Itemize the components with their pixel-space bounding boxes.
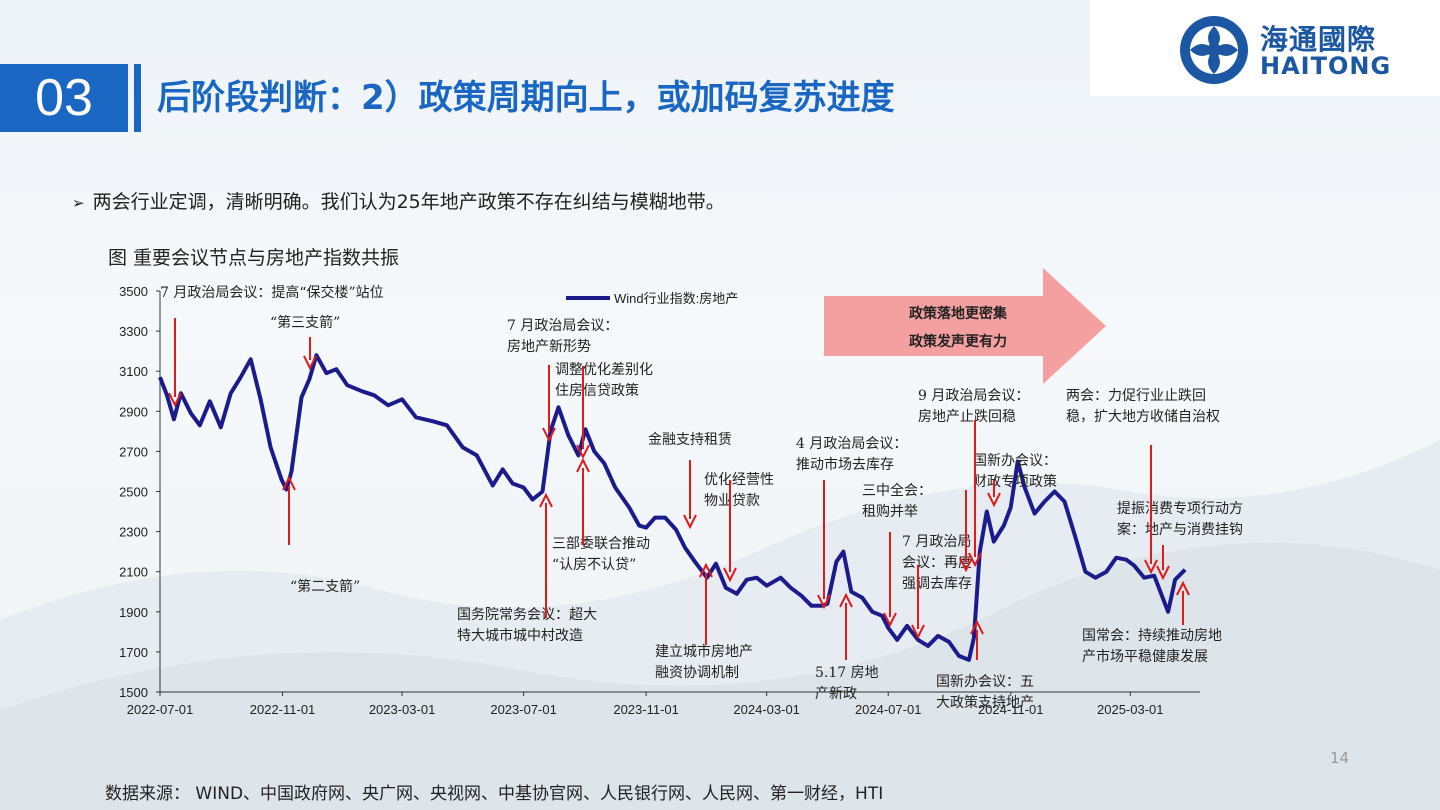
annotation-arrow-head bbox=[683, 514, 697, 530]
page-title: 后阶段判断：2）政策周期向上，或加码复苏进度 bbox=[157, 78, 895, 118]
annotation-label-5: 住房信贷政策 bbox=[555, 382, 639, 399]
haitong-logo-icon bbox=[1180, 16, 1248, 84]
annotation-label-13: 租购并举 bbox=[862, 504, 918, 520]
annotation-arrow-head bbox=[911, 624, 925, 640]
annotation-label-14: 强调去库存 bbox=[902, 576, 972, 592]
y-tick-label: 3100 bbox=[119, 364, 148, 379]
y-tick-label: 1900 bbox=[119, 605, 148, 620]
annotation-arrow-head bbox=[1156, 565, 1170, 581]
annotation-label-4: 房地产新形势 bbox=[507, 339, 591, 355]
annotation-label-7: 三部委联合推动 bbox=[552, 536, 650, 552]
x-tick-label: 2022-07-01 bbox=[127, 702, 194, 717]
annotation-label-4: 7 月政治局会议： bbox=[507, 318, 618, 334]
annotation-arrow-head bbox=[817, 594, 831, 610]
x-tick-label: 2023-03-01 bbox=[369, 702, 436, 717]
annotation-label-13: 三中全会： bbox=[862, 482, 932, 499]
annotation-label-18: 两会：力促行业止跌回 bbox=[1066, 388, 1206, 404]
annotation-label-18: 稳，扩大地方收储自治权 bbox=[1066, 409, 1220, 425]
annotation-label-11: 推动市场去库存 bbox=[796, 456, 894, 473]
annotation-label-11: 4 月政治局会议： bbox=[796, 436, 907, 452]
annotation-arrow-head bbox=[542, 427, 556, 443]
annotation-label-8: 特大城市城中村改造 bbox=[457, 627, 583, 644]
annotation-label-16: 财政专项政策 bbox=[973, 473, 1057, 490]
annotation-label-15: 9 月政治局会议： bbox=[918, 388, 1029, 404]
annotation-label-7: “认房不认贷” bbox=[552, 557, 636, 573]
y-tick-label: 2300 bbox=[119, 525, 148, 540]
annotation-label-19: 案：地产与消费挂钩 bbox=[1117, 521, 1243, 538]
annotation-label-15: 房地产止跌回稳 bbox=[918, 409, 1016, 425]
x-tick-label: 2022-11-01 bbox=[250, 702, 316, 717]
annotation-label-14: 7 月政治局 bbox=[902, 534, 971, 550]
x-tick-label: 2025-03-01 bbox=[1097, 702, 1164, 717]
x-tick-label: 2024-07-01 bbox=[855, 702, 922, 717]
annotation-label-12: 5.17 房地 bbox=[815, 665, 879, 681]
annotation-arrow-head bbox=[303, 355, 317, 371]
annotation-label-3: “第二支箭” bbox=[290, 578, 360, 595]
x-tick-label: 2024-03-01 bbox=[733, 702, 800, 717]
page-number: 14 bbox=[1330, 749, 1350, 767]
annotation-label-2: “第三支箭” bbox=[270, 314, 340, 331]
annotation-label-6: 金融支持租赁 bbox=[648, 432, 732, 448]
annotation-arrow-head bbox=[968, 552, 982, 568]
annotation-arrow-head bbox=[723, 567, 737, 583]
section-number: 03 bbox=[0, 64, 128, 132]
annotation-label-10: 融资协调机制 bbox=[655, 665, 739, 681]
y-tick-label: 1700 bbox=[119, 645, 148, 660]
y-tick-label: 2500 bbox=[119, 485, 148, 500]
x-tick-label: 2024-11-01 bbox=[978, 702, 1044, 717]
policy-banner-text: 政策落地更密集 bbox=[909, 305, 1008, 322]
logo-en-text: HAITONG bbox=[1260, 52, 1392, 80]
y-tick-label: 1500 bbox=[119, 685, 148, 700]
background-landscape bbox=[0, 440, 1440, 810]
annotation-label-20: 产市场平稳健康发展 bbox=[1082, 648, 1208, 665]
annotation-arrow-head bbox=[576, 457, 590, 473]
legend-label: Wind行业指数:房地产 bbox=[614, 291, 738, 306]
y-tick-label: 2700 bbox=[119, 444, 148, 459]
annotation-arrow-head bbox=[970, 619, 984, 635]
annotation-label-17: 大政策支持地产 bbox=[936, 694, 1034, 711]
annotation-arrow-head bbox=[883, 612, 897, 628]
y-tick-label: 3300 bbox=[119, 324, 148, 339]
annotation-arrow-head bbox=[576, 444, 590, 460]
annotation-label-16: 国新办会议： bbox=[973, 453, 1057, 469]
annotation-arrow-head bbox=[539, 492, 553, 508]
annotation-arrow-head bbox=[1176, 580, 1190, 596]
policy-banner-arrow bbox=[824, 268, 1106, 384]
bullet-text: 两会行业定调，清晰明确。我们认为25年地产政策不存在纠结与模糊地带。 bbox=[92, 191, 725, 213]
annotation-label-9: 物业贷款 bbox=[704, 493, 760, 509]
annotation-arrow-head bbox=[839, 592, 853, 608]
annotation-arrow-head bbox=[168, 392, 182, 408]
annotation-arrow-head bbox=[959, 557, 973, 573]
annotation-arrow-head bbox=[699, 562, 713, 578]
annotation-label-12: 产新政 bbox=[815, 686, 857, 702]
x-tick-label: 2023-11-01 bbox=[613, 702, 679, 717]
annotation-arrow-head bbox=[1144, 559, 1158, 575]
bullet-point: ➢ 两会行业定调，清晰明确。我们认为25年地产政策不存在纠结与模糊地带。 bbox=[72, 187, 725, 214]
x-tick-label: 2023-07-01 bbox=[490, 702, 557, 717]
series-line-real-estate-index bbox=[158, 353, 1187, 662]
y-tick-label: 2100 bbox=[119, 565, 148, 580]
figure-title: 图 重要会议节点与房地产指数共振 bbox=[108, 247, 400, 269]
annotation-label-20: 国常会：持续推动房地 bbox=[1082, 627, 1222, 644]
annotation-label-17: 国新办会议：五 bbox=[936, 674, 1034, 690]
annotation-label-1: 7 月政治局会议：提高“保交楼”站位 bbox=[160, 284, 384, 301]
annotation-label-19: 提振消费专项行动方 bbox=[1117, 501, 1243, 517]
annotation-arrow-head bbox=[282, 475, 296, 491]
y-tick-label: 2900 bbox=[119, 404, 148, 419]
section-divider bbox=[134, 64, 141, 132]
logo-cn-text: 海通國際 bbox=[1260, 23, 1377, 56]
data-source: 数据来源： WIND、中国政府网、央广网、央视网、中基协官网、人民银行网、人民网… bbox=[105, 784, 884, 804]
annotation-label-10: 建立城市房地产 bbox=[655, 643, 753, 660]
annotation-arrow-head bbox=[987, 492, 1001, 508]
logo: 海通國際 HAITONG bbox=[1090, 0, 1440, 96]
y-tick-label: 3500 bbox=[119, 284, 148, 299]
annotation-label-8: 国务院常务会议：超大 bbox=[457, 607, 597, 623]
annotation-label-9: 优化经营性 bbox=[704, 472, 774, 488]
policy-banner-text: 政策发声更有力 bbox=[909, 333, 1007, 350]
bullet-arrow-icon: ➢ bbox=[72, 194, 85, 212]
annotation-label-5: 调整优化差别化 bbox=[555, 362, 653, 378]
annotation-label-14: 会议：再度 bbox=[902, 555, 972, 571]
